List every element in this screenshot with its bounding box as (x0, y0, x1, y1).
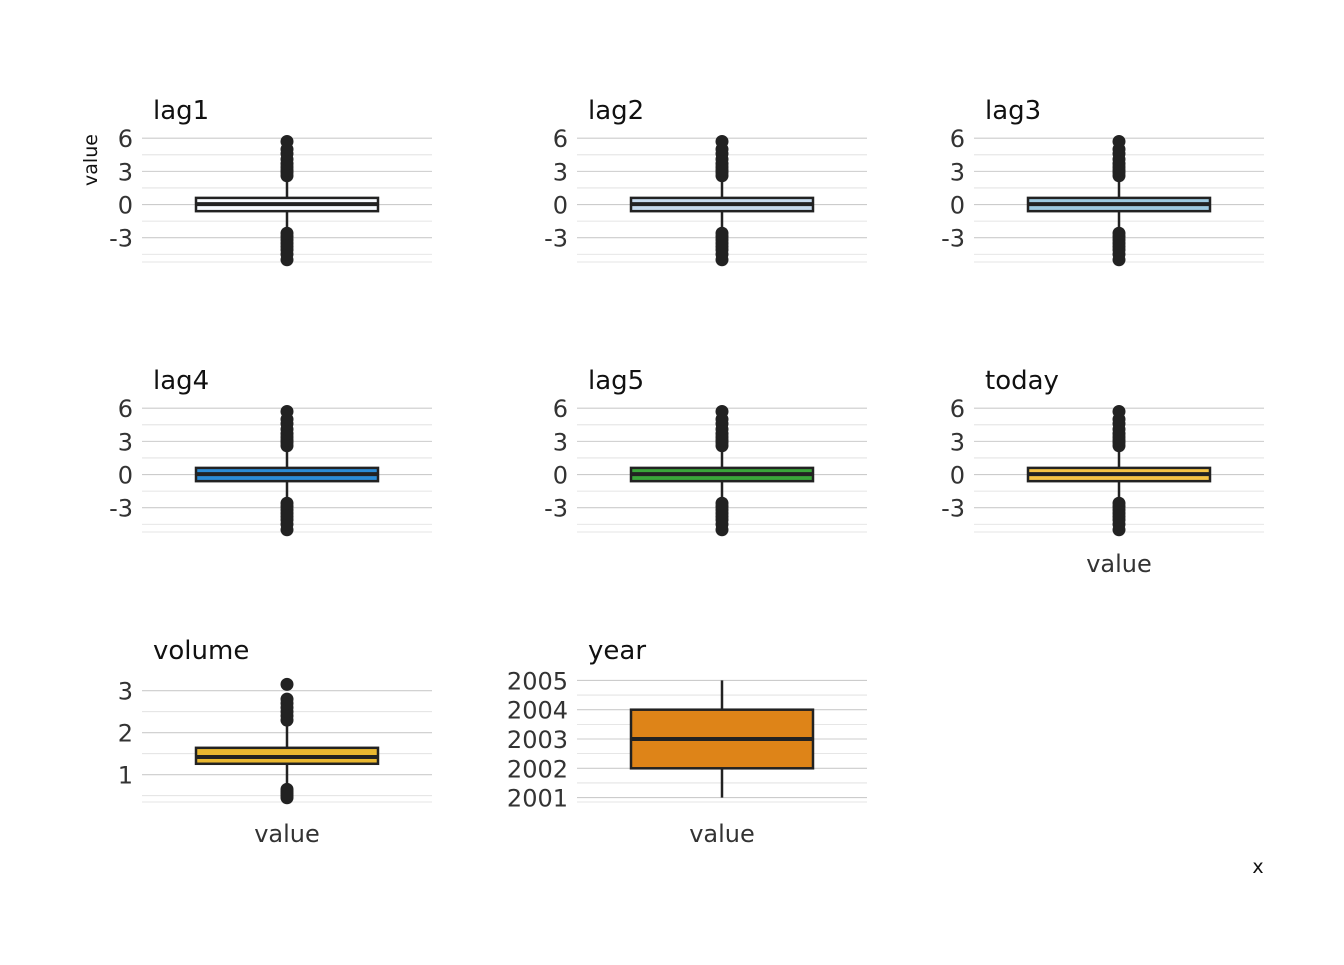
y-tick-label: 0 (950, 192, 965, 220)
panel-volume: 1 2 3 volume value (118, 636, 432, 848)
x-tick-label: value (1086, 550, 1152, 578)
y-tick-label: 3 (118, 158, 133, 186)
y-tick-label: 0 (553, 462, 568, 490)
y-tick-label: 3 (118, 428, 133, 456)
y-tick-label: 0 (950, 462, 965, 490)
panels-group: -3 0 3 6 lag1 -3 0 3 6 lag2 -3 0 3 6 lag3 -3 0 3 6 lag4 -3 0 3… (109, 96, 1264, 848)
x-axis-title: x (1252, 856, 1263, 878)
y-tick-label: 3 (950, 158, 965, 186)
y-tick-label: -3 (941, 495, 965, 523)
y-tick-label: 0 (118, 192, 133, 220)
panel-lag5: -3 0 3 6 lag5 (544, 366, 867, 537)
outlier-point (1112, 135, 1126, 149)
y-tick-label: 3 (553, 158, 568, 186)
outlier-point (715, 496, 729, 510)
y-tick-label: 2002 (507, 755, 568, 783)
y-axis-title: value (80, 134, 102, 186)
outlier-point (280, 226, 294, 240)
panel-title: lag4 (153, 366, 209, 396)
outlier-point (280, 405, 294, 419)
y-tick-label: 3 (553, 428, 568, 456)
y-tick-label: 6 (118, 395, 133, 423)
panel-lag4: -3 0 3 6 lag4 (109, 366, 432, 537)
y-tick-label: 6 (950, 395, 965, 423)
panel-title: lag1 (153, 96, 209, 126)
y-tick-label: 2003 (507, 726, 568, 754)
y-tick-label: -3 (109, 225, 133, 253)
outlier-point (1112, 226, 1126, 240)
panel-title: lag5 (588, 366, 644, 396)
y-tick-label: -3 (941, 225, 965, 253)
outlier-point (715, 135, 729, 149)
y-tick-label: 2005 (507, 667, 568, 695)
y-tick-label: 2001 (507, 785, 568, 813)
outlier-point (280, 677, 294, 691)
y-tick-label: 6 (950, 125, 965, 153)
y-tick-label: 6 (118, 125, 133, 153)
outlier-point (280, 692, 294, 706)
y-tick-label: 2 (118, 720, 133, 748)
y-tick-label: 0 (118, 462, 133, 490)
panel-lag1: -3 0 3 6 lag1 (109, 96, 432, 267)
outlier-point (715, 226, 729, 240)
outlier-point (1112, 405, 1126, 419)
panel-title: lag2 (588, 96, 644, 126)
outlier-point (280, 496, 294, 510)
y-tick-label: 3 (118, 678, 133, 706)
outlier-point (280, 135, 294, 149)
y-tick-label: 6 (553, 395, 568, 423)
x-tick-label: value (689, 820, 755, 848)
y-tick-label: -3 (544, 495, 568, 523)
y-tick-label: 2004 (507, 697, 568, 725)
outlier-point (280, 782, 294, 796)
x-tick-label: value (254, 820, 320, 848)
outlier-point (1112, 496, 1126, 510)
panel-lag2: -3 0 3 6 lag2 (544, 96, 867, 267)
y-tick-label: 3 (950, 428, 965, 456)
panel-title: lag3 (985, 96, 1041, 126)
panel-title: volume (153, 636, 249, 666)
y-tick-label: 1 (118, 762, 133, 790)
panel-title: year (588, 636, 646, 666)
panel-today: -3 0 3 6 today value (941, 366, 1264, 578)
y-tick-label: -3 (109, 495, 133, 523)
y-tick-label: 6 (553, 125, 568, 153)
outlier-point (715, 405, 729, 419)
y-tick-label: -3 (544, 225, 568, 253)
panel-lag3: -3 0 3 6 lag3 (941, 96, 1264, 267)
y-tick-label: 0 (553, 192, 568, 220)
panel-title: today (985, 366, 1059, 396)
